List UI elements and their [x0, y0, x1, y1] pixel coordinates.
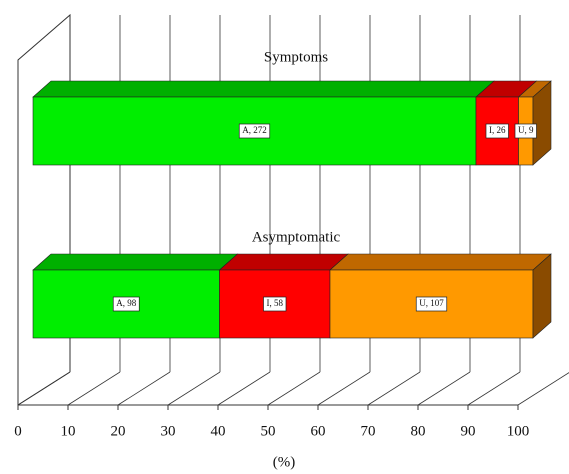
value-label: A, 272: [238, 123, 271, 139]
category-label: Asymptomatic: [252, 229, 341, 245]
floor-line: [167, 371, 221, 406]
x-tick-label: 90: [461, 423, 476, 439]
label-text: I, 58: [267, 298, 284, 308]
label-text: U, 9: [518, 125, 534, 135]
x-tick-label: 100: [507, 423, 530, 439]
label-box: [415, 296, 448, 312]
label-box: [112, 296, 140, 312]
bar-top: [218, 253, 349, 271]
floor-line: [517, 372, 569, 406]
bar-side: [532, 80, 552, 166]
floor-line: [117, 371, 171, 406]
bar-top: [32, 80, 495, 98]
x-tick-label: 0: [14, 423, 22, 439]
floor-line: [17, 371, 71, 406]
x-tick-label: 80: [411, 423, 426, 439]
label-text: U, 107: [419, 298, 444, 308]
x-tick-label: 20: [111, 423, 126, 439]
bar-top: [329, 253, 552, 271]
floor-line: [317, 371, 371, 406]
floor-line: [467, 371, 521, 406]
value-label: A, 98: [112, 296, 140, 312]
label-text: A, 98: [116, 298, 136, 308]
floor-line: [217, 371, 271, 406]
x-tick-label: 10: [61, 423, 76, 439]
category-label: Symptoms: [264, 49, 328, 65]
floor-line: [417, 371, 471, 406]
left-wall: [17, 13, 71, 405]
bar-top: [32, 253, 239, 271]
label-box: [238, 123, 271, 139]
x-tick-label: 40: [211, 423, 226, 439]
label-text: I, 26: [489, 125, 506, 135]
value-label: I, 26: [485, 123, 509, 139]
x-tick-label: 30: [161, 423, 176, 439]
walls: [17, 13, 71, 406]
floor-line: [67, 371, 121, 406]
label-box: [485, 123, 509, 139]
x-tick-label: 70: [361, 423, 376, 439]
value-label: I, 58: [263, 296, 287, 312]
label-box: [263, 296, 287, 312]
floor-line: [367, 371, 421, 406]
label-text: A, 272: [242, 125, 267, 135]
floor-line: [267, 371, 321, 406]
value-label: U, 107: [415, 296, 448, 312]
label-box: [514, 123, 537, 139]
bar-side: [532, 253, 552, 339]
value-label: U, 9: [514, 123, 537, 139]
x-axis-label: (%): [273, 454, 296, 470]
x-tick-label: 50: [261, 423, 276, 439]
x-tick-label: 60: [311, 423, 326, 439]
